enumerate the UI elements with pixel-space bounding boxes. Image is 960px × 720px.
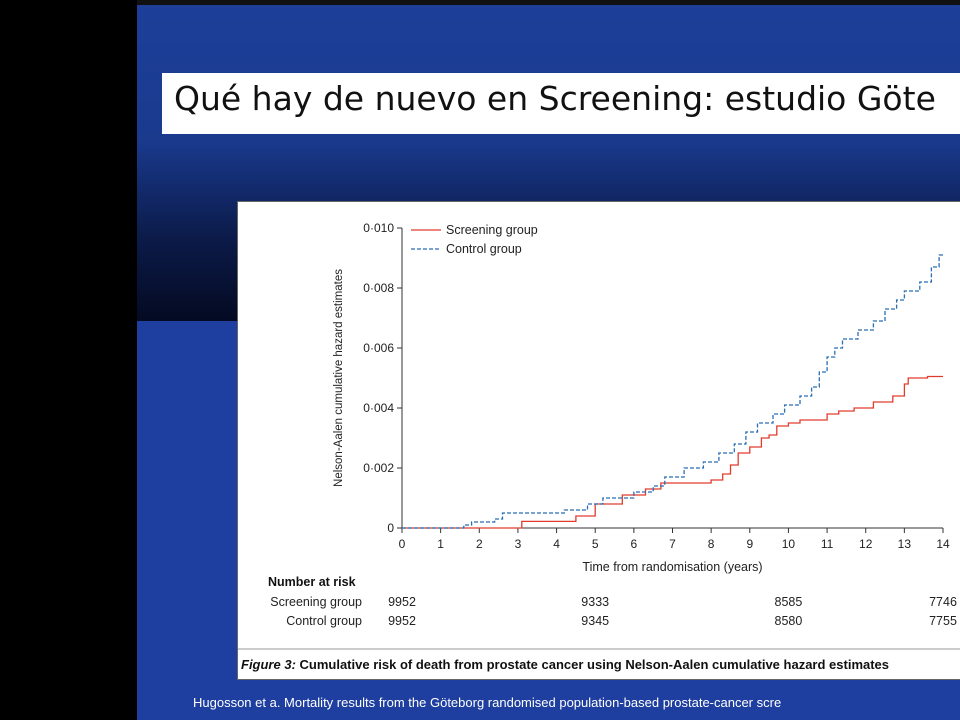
y-tick-label: 0·004	[363, 401, 394, 415]
y-tick-label: 0	[387, 521, 394, 535]
y-tick-label: 0·002	[363, 461, 394, 475]
x-tick-label: 5	[592, 537, 599, 551]
risk-cell: 7746	[929, 595, 957, 609]
x-tick-label: 7	[669, 537, 676, 551]
x-tick-label: 9	[746, 537, 753, 551]
x-tick-label: 10	[782, 537, 796, 551]
x-tick-label: 4	[553, 537, 560, 551]
x-tick-label: 11	[821, 537, 834, 551]
legend-label-screening: Screening group	[446, 223, 538, 237]
x-tick-label: 13	[898, 537, 912, 551]
x-axis-label: Time from randomisation (years)	[582, 560, 762, 574]
legend-label-control: Control group	[446, 242, 522, 256]
title-box: Qué hay de nuevo en Screening: estudio G…	[162, 73, 960, 134]
risk-cell: 9952	[388, 614, 416, 628]
risk-cell: 9345	[581, 614, 609, 628]
y-tick-label: 0·010	[363, 221, 394, 235]
series-line-screening	[402, 375, 943, 529]
left-black-band	[0, 0, 137, 720]
risk-row-label: Screening group	[270, 595, 362, 609]
figure-panel: 0 0·002 0·004 0·006 0·008 0·010 0 1 2 3 4 5 6 7 8 9 10 11…	[237, 201, 960, 680]
risk-table-header: Number at risk	[268, 575, 356, 589]
x-tick-label: 1	[437, 537, 444, 551]
risk-cell: 9952	[388, 595, 416, 609]
y-tick-label: 0·006	[363, 341, 394, 355]
x-tick-label: 2	[476, 537, 483, 551]
x-tick-label: 6	[631, 537, 638, 551]
top-strip	[137, 0, 960, 5]
y-tick-label: 0·008	[363, 281, 394, 295]
y-axis-label: Nelson-Aalen cumulative hazard estimates	[333, 269, 345, 487]
series-line-control	[402, 254, 943, 529]
caption-label: Figure 3:	[241, 657, 300, 672]
caption-text: Cumulative risk of death from prostate c…	[300, 657, 890, 672]
x-tick-label: 3	[515, 537, 522, 551]
risk-cell: 7755	[929, 614, 957, 628]
figure-caption: Figure 3: Cumulative risk of death from …	[241, 657, 889, 672]
x-tick-label: 0	[399, 537, 406, 551]
risk-cell: 8585	[775, 595, 803, 609]
x-tick-label: 12	[859, 537, 873, 551]
citation-text: Hugosson et a. Mortality results from th…	[193, 695, 782, 710]
x-tick-label: 14	[936, 537, 950, 551]
slide-title: Qué hay de nuevo en Screening: estudio G…	[174, 79, 936, 118]
risk-cell: 8580	[775, 614, 803, 628]
risk-row-label: Control group	[286, 614, 362, 628]
risk-cell: 9333	[581, 595, 609, 609]
x-tick-label: 8	[708, 537, 715, 551]
